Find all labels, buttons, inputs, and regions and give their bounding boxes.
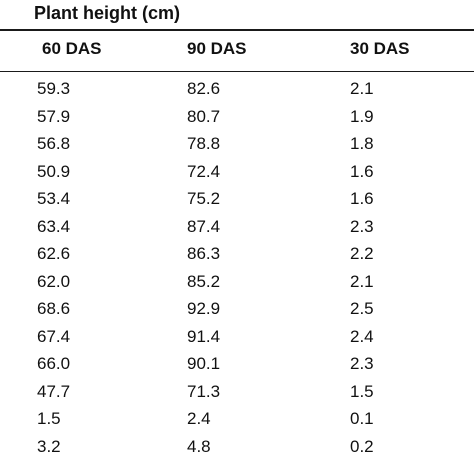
table-row: 62.6 86.3 2.2 [0, 242, 474, 270]
table-row: 66.0 90.1 2.3 [0, 352, 474, 380]
table-cell: 1.5 [37, 409, 61, 428]
table-cell: 91.4 [187, 326, 221, 346]
table-cell: 78.8 [187, 134, 221, 153]
table-cell: 72.4 [187, 161, 221, 181]
table-cell: 2.2 [350, 244, 374, 263]
table-cell: 2.3 [350, 354, 374, 373]
table-row: 53.4 75.2 1.6 [0, 187, 474, 215]
table-cell: 2.4 [350, 326, 374, 346]
table-cell: 50.9 [37, 161, 71, 181]
table-row: 3.2 4.8 0.2 [0, 435, 474, 463]
table-cell: 85.2 [187, 271, 221, 291]
table-cell: 62.6 [37, 244, 71, 263]
table-cell: 1.6 [350, 161, 374, 181]
table-cell: 82.6 [187, 79, 221, 98]
table-cell: 1.8 [350, 134, 374, 153]
table-cell: 0.1 [350, 409, 374, 428]
table-cell: 67.4 [37, 326, 71, 346]
column-header-30-das: 30 DAS [350, 39, 410, 58]
table-cell: 1.6 [350, 189, 374, 208]
table-cell: 75.2 [187, 189, 221, 208]
table-cell: 71.3 [187, 381, 221, 401]
table-cell: 2.5 [350, 299, 374, 318]
table-cell: 57.9 [37, 106, 71, 126]
table-row: 56.8 78.8 1.8 [0, 132, 474, 160]
table-cell: 4.8 [187, 436, 211, 456]
table-cell: 3.2 [37, 436, 61, 456]
table-row: 47.7 71.3 1.5 [0, 380, 474, 408]
table-row: 62.0 85.2 2.1 [0, 270, 474, 298]
table-cell: 2.3 [350, 216, 374, 236]
table-cell: 86.3 [187, 244, 221, 263]
table-row: 67.4 91.4 2.4 [0, 325, 474, 353]
table-row: 59.3 82.6 2.1 [0, 77, 474, 105]
top-rule [0, 29, 474, 31]
table-row: 63.4 87.4 2.3 [0, 215, 474, 243]
table-cell: 68.6 [37, 299, 71, 318]
table-cell: 80.7 [187, 106, 221, 126]
table-row: 68.6 92.9 2.5 [0, 297, 474, 325]
table-cell: 56.8 [37, 134, 71, 153]
table-cell: 1.9 [350, 106, 374, 126]
table-cell: 90.1 [187, 354, 221, 373]
header-rule [0, 71, 474, 72]
table-row: 50.9 72.4 1.6 [0, 160, 474, 188]
column-header-90-das: 90 DAS [187, 39, 247, 58]
table-cell: 59.3 [37, 79, 71, 98]
table-cell: 2.1 [350, 79, 374, 98]
table-cell: 0.2 [350, 436, 374, 456]
table-cell: 87.4 [187, 216, 221, 236]
table-cell: 1.5 [350, 381, 374, 401]
table-cell: 62.0 [37, 271, 71, 291]
column-header-60-das: 60 DAS [42, 39, 102, 58]
table-cell: 53.4 [37, 189, 71, 208]
table-cell: 66.0 [37, 354, 71, 373]
table-cell: 2.4 [187, 409, 211, 428]
table-cell: 63.4 [37, 216, 71, 236]
table-cell: 2.1 [350, 271, 374, 291]
table-cell: 47.7 [37, 381, 71, 401]
table-row: 1.5 2.4 0.1 [0, 407, 474, 435]
table-row: 57.9 80.7 1.9 [0, 105, 474, 133]
table-cell: 92.9 [187, 299, 221, 318]
column-group-title: Plant height (cm) [34, 3, 181, 23]
table-body: 59.3 82.6 2.1 57.9 80.7 1.9 56.8 78.8 1.8 50.9 72.… [0, 77, 474, 462]
